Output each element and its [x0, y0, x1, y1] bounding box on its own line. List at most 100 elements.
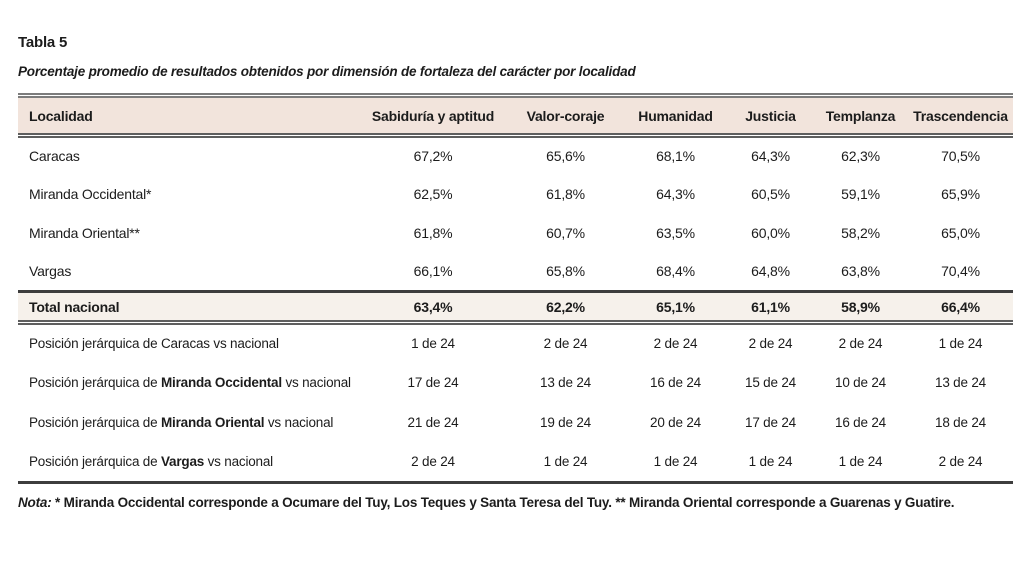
table-cell: 61,1%	[751, 298, 790, 315]
table-cell: 66,1%	[413, 263, 453, 280]
row-label-prefix: Posición jerárquica de	[29, 454, 161, 470]
row-label: Miranda Occidental*	[29, 186, 152, 202]
table-cell: 65,8%	[546, 263, 585, 280]
table-cell: 63,8%	[841, 263, 880, 280]
total-row-section: Total nacional 63,4% 62,2% 65,1% 61,1% 5…	[18, 291, 1013, 323]
col-header-sabiduria: Sabiduría y aptitud	[371, 107, 495, 124]
table-cell: 70,4%	[941, 263, 980, 280]
table-cell: 20 de 24	[650, 415, 701, 430]
table-number-title: Tabla 5	[18, 34, 68, 51]
position-rows-section: Posición jerárquica de Caracas vs nacion…	[18, 323, 1013, 483]
table-cell: 2 de 24	[543, 336, 588, 352]
table-cell: 60,5%	[751, 186, 790, 202]
col-header-localidad: Localidad	[29, 107, 93, 124]
row-label-name: Miranda Oriental	[160, 415, 265, 430]
row-label-suffix: vs nacional	[209, 336, 279, 352]
row-label: Vargas	[29, 263, 72, 280]
table-footnote: Nota: * Miranda Occidental corresponde a…	[18, 495, 1013, 510]
table-cell: 60,0%	[751, 225, 790, 241]
table-cell: 18 de 24	[935, 415, 986, 430]
table-row-total-nacional: Total nacional 63,4% 62,2% 65,1% 61,1% 5…	[18, 291, 1013, 323]
row-label: Caracas	[29, 148, 80, 165]
table-cell: 1 de 24	[748, 454, 793, 470]
table-cell: 60,7%	[546, 225, 585, 241]
col-header-justicia: Justicia	[745, 107, 796, 124]
table-cell: 58,9%	[841, 298, 880, 315]
table-cell: 17 de 24	[745, 415, 796, 430]
table-cell: 68,1%	[656, 148, 695, 165]
col-header-trascendencia: Trascendencia	[913, 107, 1008, 124]
table-cell: 2 de 24	[938, 454, 983, 470]
table-row-posicion-miranda-occidental: Posición jerárquica de Miranda Occidenta…	[18, 363, 1013, 403]
table-header: Localidad Sabiduría y aptitud Valor-cora…	[18, 95, 1013, 136]
table-cell: 16 de 24	[650, 375, 701, 390]
table-cell: 17 de 24	[407, 375, 459, 390]
table-cell: 58,2%	[841, 225, 880, 241]
table-cell: 10 de 24	[835, 375, 886, 390]
row-label-name: Vargas	[160, 454, 205, 470]
table-cell: 16 de 24	[835, 415, 886, 430]
document-page: Tabla 5 Porcentaje promedio de resultado…	[18, 34, 1013, 510]
footnote-text: * Miranda Occidental corresponde a Ocuma…	[51, 495, 955, 510]
locality-rows-section: Caracas 67,2% 65,6% 68,1% 64,3% 62,3% 70…	[18, 136, 1013, 292]
table-cell: 61,8%	[546, 186, 585, 202]
row-label-prefix: Posición jerárquica de	[29, 415, 161, 430]
table-cell: 61,8%	[413, 225, 453, 241]
table-cell: 2 de 24	[748, 336, 793, 352]
table-cell: 62,5%	[413, 186, 453, 202]
row-label-name: Caracas	[160, 336, 210, 352]
results-table: Localidad Sabiduría y aptitud Valor-cora…	[18, 93, 1013, 484]
table-row-vargas: Vargas 66,1% 65,8% 68,4% 64,8% 63,8% 70,…	[18, 253, 1013, 292]
table-cell: 21 de 24	[407, 415, 459, 430]
table-cell: 1 de 24	[653, 454, 698, 470]
table-cell: 13 de 24	[540, 375, 591, 390]
table-cell: 15 de 24	[745, 375, 796, 390]
table-cell: 65,9%	[941, 186, 980, 202]
row-label: Posición jerárquica de Miranda Oriental …	[18, 403, 358, 443]
table-cell: 2 de 24	[653, 336, 698, 352]
table-cell: 65,0%	[941, 225, 980, 241]
table-cell: 65,6%	[546, 148, 585, 165]
table-cell: 62,3%	[841, 148, 880, 165]
table-cell: 2 de 24	[838, 336, 883, 352]
table-row-posicion-miranda-oriental: Posición jerárquica de Miranda Oriental …	[18, 403, 1013, 443]
row-label-suffix: vs nacional	[281, 375, 351, 390]
header-row: Localidad Sabiduría y aptitud Valor-cora…	[18, 95, 1013, 136]
table-row-caracas: Caracas 67,2% 65,6% 68,1% 64,3% 62,3% 70…	[18, 136, 1013, 175]
table-caption: Porcentaje promedio de resultados obteni…	[18, 64, 636, 79]
row-label-suffix: vs nacional	[264, 415, 334, 430]
row-label: Total nacional	[29, 298, 120, 315]
table-cell: 70,5%	[941, 148, 980, 165]
table-cell: 1 de 24	[411, 336, 455, 352]
row-label: Posición jerárquica de Vargas vs naciona…	[18, 443, 358, 483]
table-cell: 65,1%	[656, 298, 695, 315]
row-label-prefix: Posición jerárquica de	[29, 336, 161, 352]
table-cell: 63,5%	[656, 225, 695, 241]
table-cell: 63,4%	[413, 298, 453, 315]
row-label-prefix: Posición jerárquica de	[29, 375, 161, 390]
table-cell: 64,3%	[751, 148, 790, 165]
footnote-label: Nota:	[18, 495, 52, 510]
row-label: Posición jerárquica de Caracas vs nacion…	[18, 323, 358, 363]
table-row-miranda-oriental: Miranda Oriental** 61,8% 60,7% 63,5% 60,…	[18, 214, 1013, 253]
table-cell: 64,8%	[751, 263, 790, 280]
table-cell: 64,3%	[656, 186, 695, 202]
table-cell: 1 de 24	[543, 454, 588, 470]
table-cell: 2 de 24	[411, 454, 455, 470]
table-cell: 66,4%	[941, 298, 980, 315]
col-header-valor-coraje: Valor-coraje	[526, 107, 605, 124]
table-row-miranda-occidental: Miranda Occidental* 62,5% 61,8% 64,3% 60…	[18, 175, 1013, 214]
row-label-suffix: vs nacional	[204, 454, 274, 470]
table-cell: 68,4%	[656, 263, 695, 280]
col-header-templanza: Templanza	[825, 107, 896, 124]
table-cell: 59,1%	[841, 186, 880, 202]
table-row-posicion-vargas: Posición jerárquica de Vargas vs naciona…	[18, 443, 1013, 483]
col-header-humanidad: Humanidad	[638, 107, 713, 124]
table-cell: 1 de 24	[938, 336, 983, 352]
row-label-name: Miranda Occidental	[160, 375, 282, 390]
table-cell: 19 de 24	[540, 415, 591, 430]
row-label: Posición jerárquica de Miranda Occidenta…	[18, 363, 358, 403]
table-cell: 13 de 24	[935, 375, 986, 390]
row-label: Miranda Oriental**	[29, 225, 140, 241]
table-row-posicion-caracas: Posición jerárquica de Caracas vs nacion…	[18, 323, 1013, 363]
